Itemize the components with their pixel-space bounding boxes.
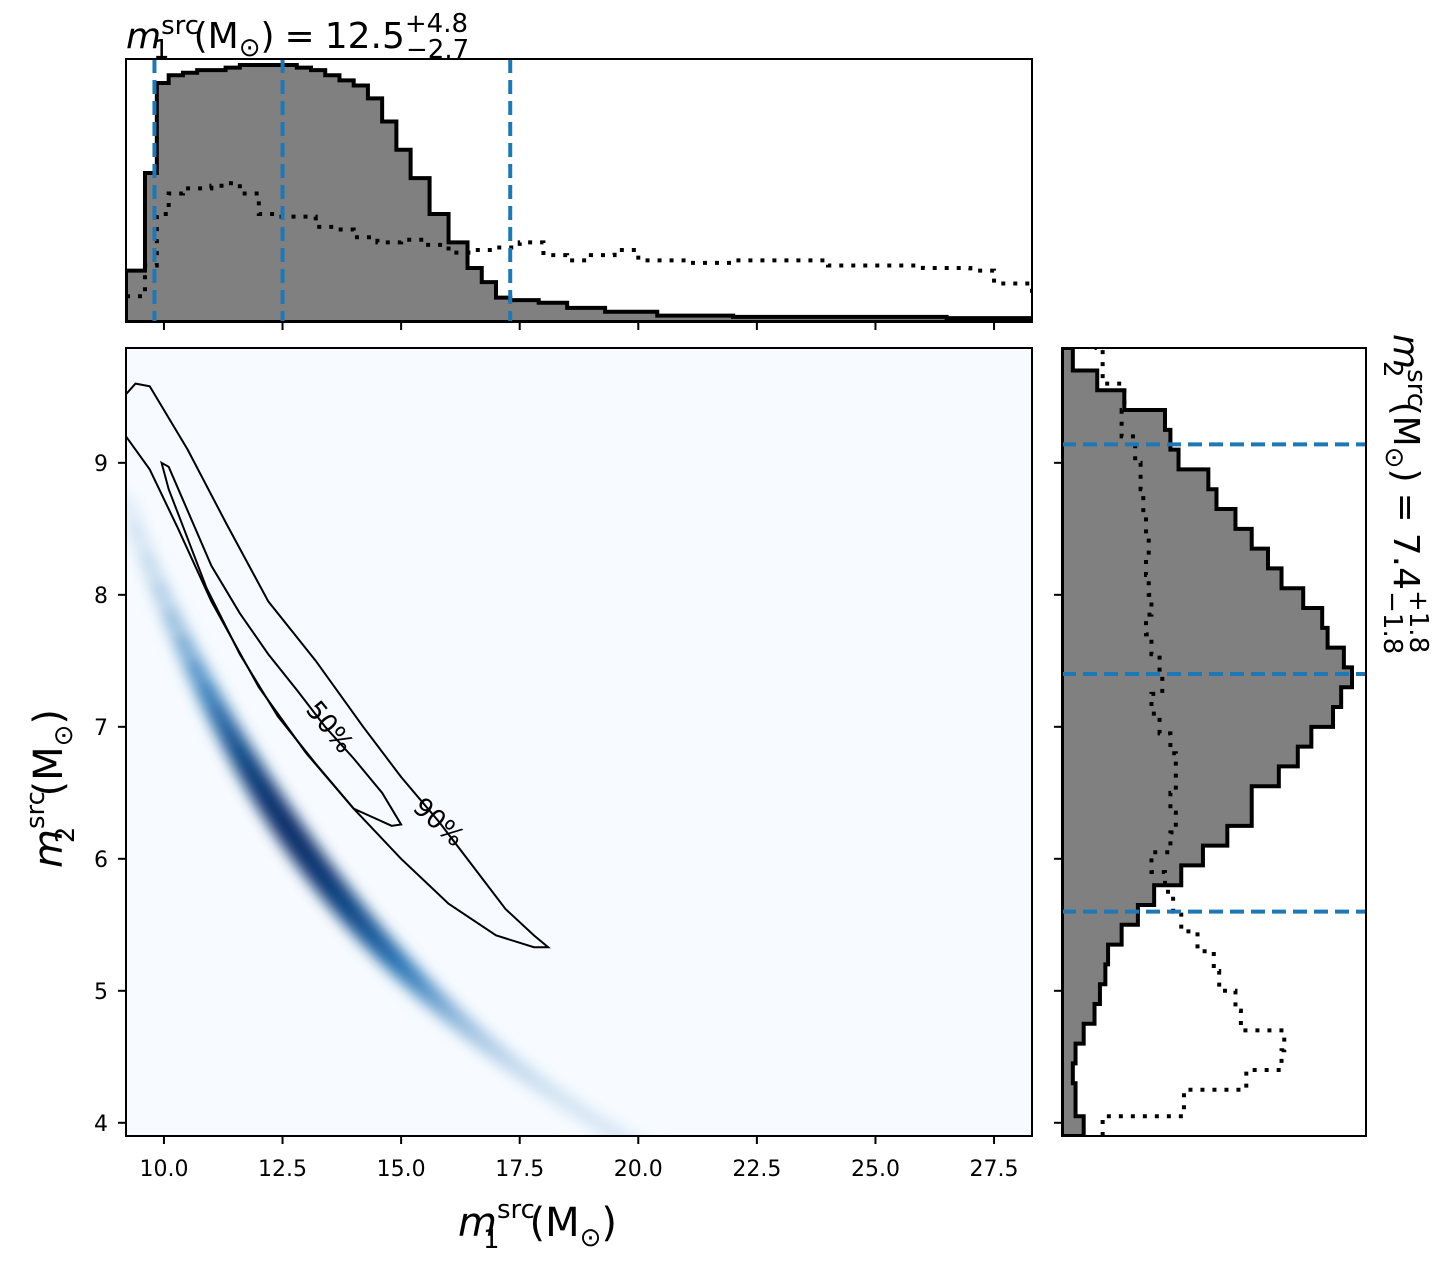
m2-posterior-histogram-fill bbox=[1062, 348, 1352, 1136]
x-tick-label: 20.0 bbox=[614, 1157, 663, 1182]
density-cell bbox=[744, 1193, 799, 1230]
density-cell bbox=[755, 1198, 810, 1235]
m1-posterior-histogram-edge bbox=[126, 63, 1032, 322]
m1-marginal-frame bbox=[125, 58, 1033, 323]
x-tick-label: 22.5 bbox=[732, 1157, 781, 1182]
density-cell bbox=[684, 1165, 739, 1204]
density-cell bbox=[708, 1177, 763, 1215]
m1-marginal-ticks bbox=[162, 322, 996, 330]
density-cell bbox=[673, 1159, 728, 1198]
joint-background bbox=[126, 348, 1032, 1136]
contour-50pct bbox=[159, 460, 403, 827]
m2-marginal-ticks bbox=[1054, 461, 1062, 1124]
y-axis-label: msrc2(M⊙) bbox=[21, 709, 81, 868]
x-axis-label: msrc 1 (M⊙) bbox=[458, 1195, 617, 1255]
y-tick-label: 9 bbox=[94, 452, 108, 477]
x-tick-label: 27.5 bbox=[970, 1157, 1019, 1182]
density-cell bbox=[732, 1188, 787, 1226]
y-tick-label: 8 bbox=[94, 584, 108, 609]
x-tick-label: 17.5 bbox=[495, 1157, 544, 1182]
x-tick-label: 15.0 bbox=[377, 1157, 426, 1182]
m1-prior-histogram bbox=[126, 181, 1032, 299]
m1-marginal-panel: msrc 1 (M⊙) = 12.5+4.8 −2.7 bbox=[125, 9, 1033, 330]
m2-posterior-histogram-edge bbox=[1062, 348, 1354, 1136]
m1-posterior-histogram-fill bbox=[126, 65, 1032, 322]
y-tick-label: 4 bbox=[94, 1112, 108, 1137]
y-tick-label: 7 bbox=[94, 716, 108, 741]
m2-quantile-lines bbox=[1062, 442, 1366, 914]
x-tick-label: 10.0 bbox=[139, 1157, 188, 1182]
y-axis-ticks: 4 5 6 7 8 9 bbox=[94, 452, 126, 1137]
m1-title: msrc 1 (M⊙) = 12.5+4.8 −2.7 bbox=[126, 9, 469, 65]
x-tick-label: 25.0 bbox=[851, 1157, 900, 1182]
m2-marginal-panel: msrc2(M⊙)=7.4+1.8−1.8 bbox=[1054, 334, 1433, 1137]
m2-title: msrc2(M⊙)=7.4+1.8−1.8 bbox=[1377, 334, 1433, 654]
y-tick-label: 5 bbox=[94, 980, 108, 1005]
contour-90pct bbox=[126, 382, 551, 949]
joint-posterior-panel: 50%90% 10.0 12.5 15.0 17.5 20.0 22.5 25.0 27.5 … bbox=[21, 347, 1033, 1255]
joint-frame bbox=[125, 347, 1033, 1137]
density-cell bbox=[720, 1182, 775, 1220]
x-tick-label: 12.5 bbox=[258, 1157, 307, 1182]
m2-marginal-frame bbox=[1061, 347, 1367, 1137]
m1-quantile-lines bbox=[152, 59, 513, 322]
joint-density-map bbox=[126, 490, 810, 1235]
x-axis-ticks: 10.0 12.5 15.0 17.5 20.0 22.5 25.0 27.5 bbox=[139, 1136, 1019, 1182]
m2-prior-histogram bbox=[1094, 348, 1287, 1136]
density-cell bbox=[605, 1125, 652, 1136]
y-tick-label: 6 bbox=[94, 848, 108, 873]
density-cell bbox=[661, 1153, 716, 1193]
